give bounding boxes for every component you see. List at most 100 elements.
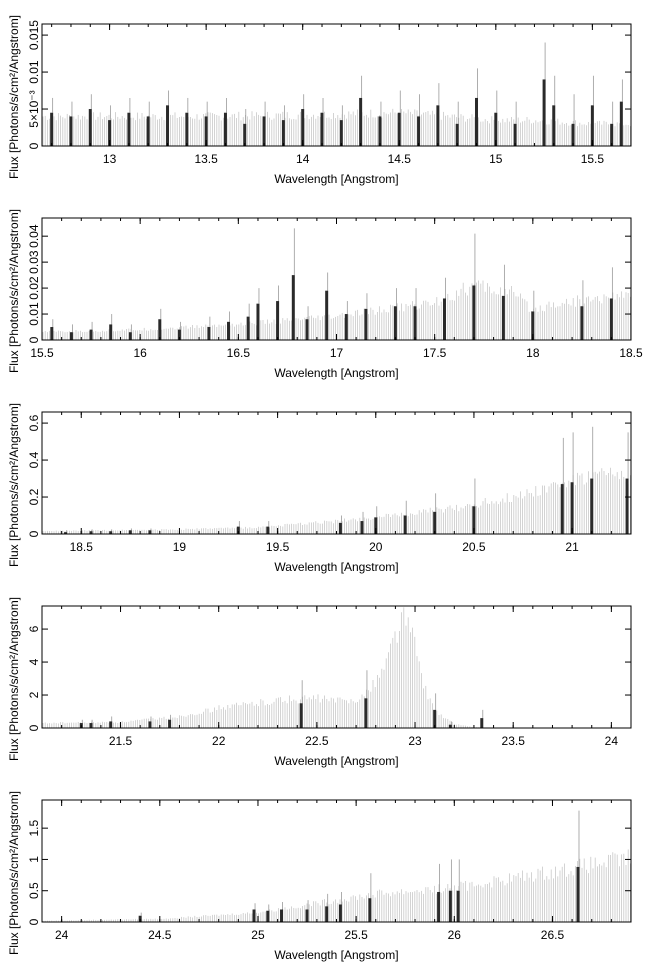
data-bar [325,290,329,340]
data-bar [475,97,479,146]
x-tick-label: 17 [330,346,344,360]
data-bar [109,721,113,728]
data-bar [364,698,368,728]
data-series [50,42,623,146]
x-tick-label: 21.5 [109,734,133,748]
x-tick-label: 13 [103,152,117,166]
data-bar [266,526,270,534]
data-bar [364,308,368,340]
data-bar [560,484,564,534]
data-bar [344,314,348,340]
data-bar [580,306,584,340]
x-tick-label: 14 [296,152,310,166]
data-bar [472,285,476,340]
x-tick-label: 21 [565,540,579,554]
x-tick-label: 24.5 [148,928,172,942]
data-bar [360,521,364,534]
data-bar [236,526,240,534]
data-bar [50,327,54,340]
data-bar [138,915,142,922]
data-bar [299,703,303,728]
y-tick-label: 1.5 [27,819,41,836]
y-tick-label: 2 [27,691,41,698]
data-bar [109,531,113,534]
data-bar [246,316,250,340]
data-bar [403,515,407,534]
data-series [50,228,613,340]
data-bar [166,105,170,146]
data-bar [437,891,441,922]
data-bar [576,866,580,922]
x-tick-label: 13.5 [194,152,218,166]
y-tick-label: 0.2 [27,488,41,505]
data-bar [472,506,476,534]
y-tick-label: 0.03 [27,250,41,274]
data-bar [374,517,378,534]
data-bar [291,275,295,340]
y-tick-label: 6 [27,625,41,632]
data-bar [513,123,517,146]
data-bar [88,109,92,146]
data-bar [64,532,68,534]
x-tick-label: 15.5 [581,152,605,166]
y-tick-label: 4 [27,658,41,665]
data-bar [146,116,150,146]
data-bar [280,909,284,922]
x-tick-label: 14.5 [388,152,412,166]
x-tick-label: 19 [173,540,187,554]
data-bar [397,112,401,146]
y-tick-label: 0.6 [27,414,41,431]
data-bar [368,898,372,922]
data-bar [433,709,437,728]
data-bar [158,319,162,340]
x-tick-label: 20.5 [462,540,486,554]
y-tick-label: 1 [27,856,41,863]
x-tick-label: 17.5 [423,346,447,360]
data-bar [281,120,285,146]
y-tick-label: 5×10⁻³ [27,90,41,127]
data-bar [338,904,342,922]
y-axis-title: Flux [Photons/s/cm²/Angstrom] [7,791,21,955]
data-bar [50,112,54,146]
y-axis-title: Flux [Photons/s/cm²/Angstrom] [7,209,21,373]
data-bar [256,303,260,340]
x-tick-label: 23 [408,734,422,748]
data-bar [571,123,575,146]
data-bar [393,306,397,340]
data-bar [301,109,305,146]
x-tick-label: 26.5 [541,928,565,942]
y-tick-label: 0 [27,530,41,537]
x-tick-label: 22.5 [305,734,329,748]
y-tick-label: 0 [27,918,41,925]
data-bar [378,116,382,146]
x-tick-label: 25 [251,928,265,942]
data-bar [448,890,452,922]
data-bar [89,531,93,534]
data-bar [442,298,446,340]
data-bar [252,909,256,922]
data-bar [227,321,231,340]
data-bar [455,123,459,146]
y-tick-label: 0.01 [27,302,41,326]
data-bar [148,721,152,728]
x-axis-title: Wavelength [Angstrom] [274,754,398,768]
data-bar [552,105,556,146]
x-tick-label: 23.5 [502,734,526,748]
data-bar [69,332,73,340]
data-series [79,670,484,728]
data-bar [262,116,266,146]
data-bar [339,120,343,146]
y-tick-label: 0 [27,724,41,731]
y-tick-label: 0.01 [27,60,41,84]
data-bar [590,478,594,534]
data-bar [413,306,417,340]
data-bar [570,482,574,534]
data-bar [69,116,73,146]
data-bar [89,329,93,340]
x-tick-label: 19.5 [266,540,290,554]
x-axis-title: Wavelength [Angstrom] [274,366,398,380]
data-bar [127,112,131,146]
y-tick-label: 0.015 [27,20,41,50]
x-tick-label: 26 [448,928,462,942]
